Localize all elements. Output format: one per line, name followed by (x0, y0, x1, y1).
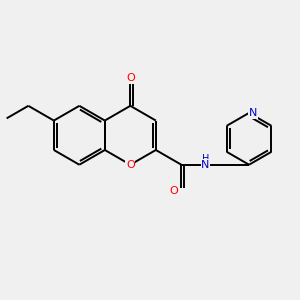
Text: O: O (169, 186, 178, 196)
Text: N: N (248, 108, 257, 118)
Text: O: O (126, 74, 135, 83)
Text: N: N (201, 160, 210, 170)
Text: H: H (202, 154, 209, 164)
Text: O: O (126, 160, 135, 170)
